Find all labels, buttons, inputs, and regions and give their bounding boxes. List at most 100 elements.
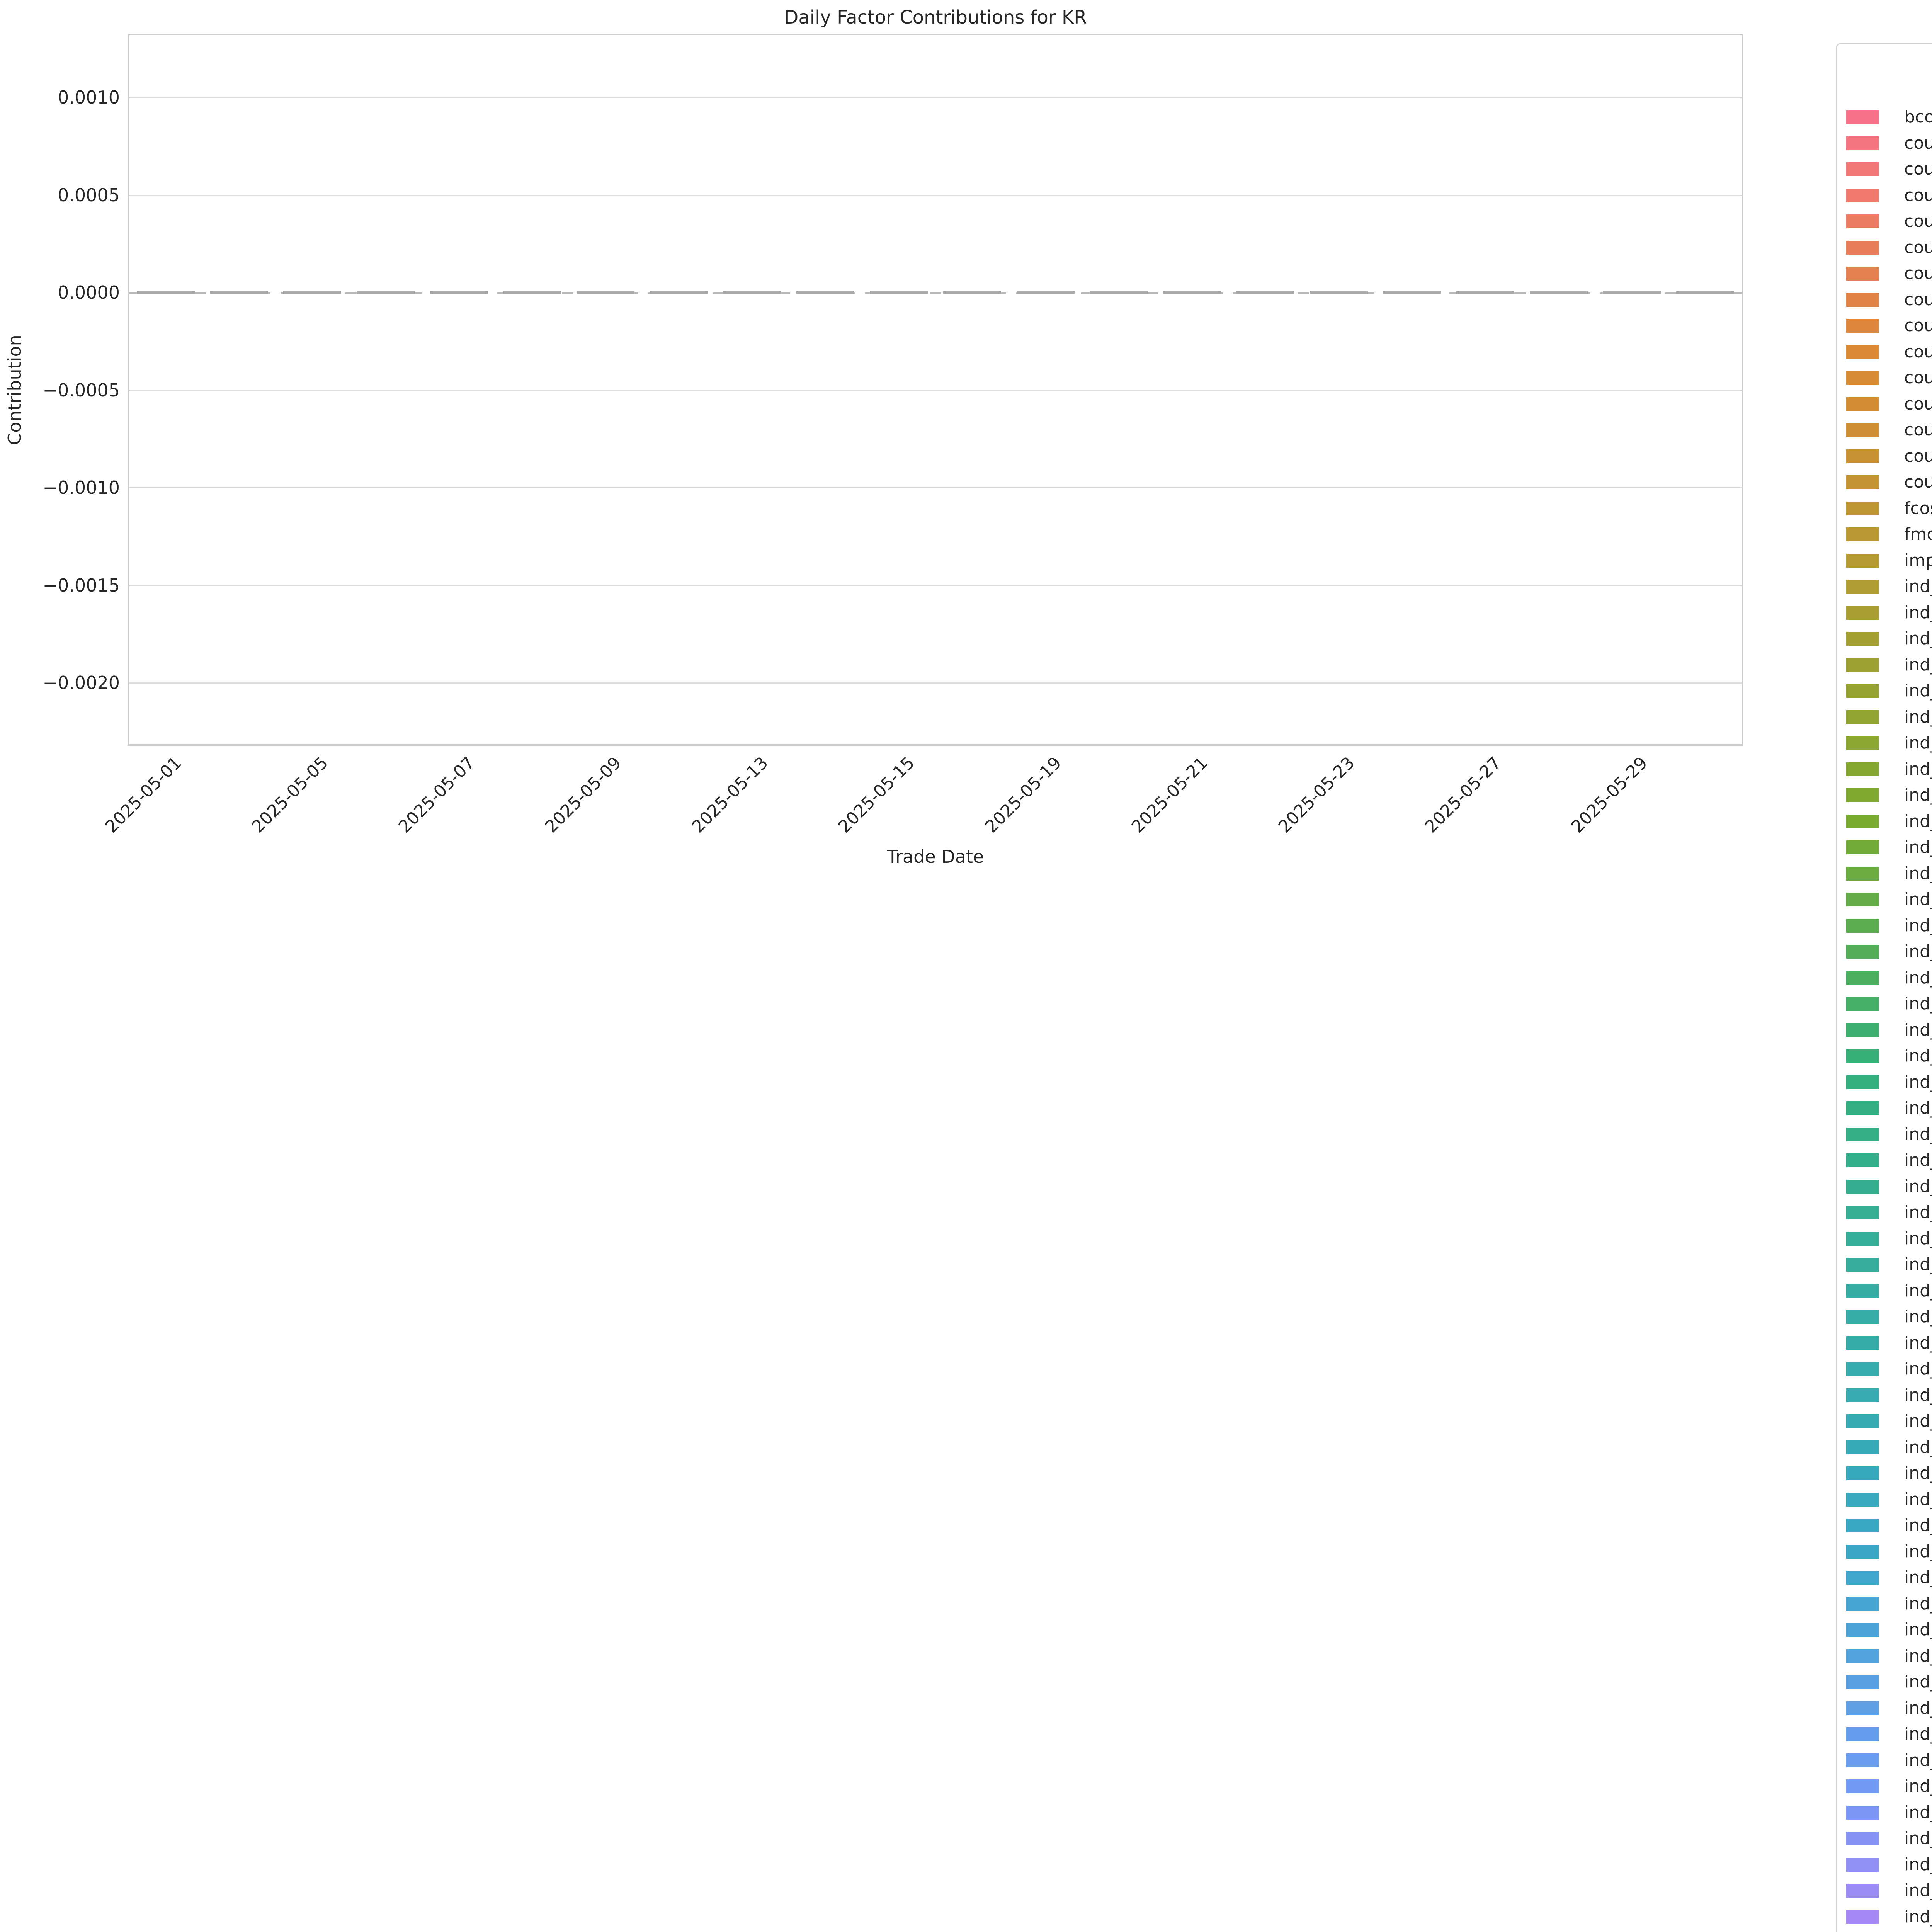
legend-item-label: fcost bbox=[1904, 498, 1932, 518]
x-axis-label: Trade Date bbox=[887, 846, 984, 867]
bar bbox=[503, 291, 561, 294]
legend-item-label: ind_integrated_hardware_software bbox=[1904, 1359, 1932, 1379]
legend-swatch bbox=[1846, 1049, 1879, 1063]
legend-swatch bbox=[1846, 188, 1879, 202]
legend-item-label: country_TH bbox=[1904, 420, 1932, 440]
legend-item: ind_passenger_transportation bbox=[1837, 1670, 1932, 1694]
legend-item-label: ind_chemicals bbox=[1904, 707, 1932, 727]
legend-item: ind_holding_companies bbox=[1837, 1175, 1932, 1198]
legend-swatch bbox=[1846, 1023, 1879, 1037]
legend-item: ind_oil_gas bbox=[1837, 1592, 1932, 1616]
legend-swatch bbox=[1846, 1153, 1879, 1167]
legend-item: ind_insurance bbox=[1837, 1332, 1932, 1355]
legend-swatch bbox=[1846, 840, 1879, 854]
legend-swatch bbox=[1846, 605, 1879, 620]
legend-swatch bbox=[1846, 1362, 1879, 1376]
legend-item: country_HK bbox=[1837, 184, 1932, 207]
legend-item-label: ind_oil_gas_equipment_services bbox=[1904, 1620, 1932, 1639]
bar bbox=[136, 291, 195, 294]
legend-swatch bbox=[1846, 1884, 1879, 1898]
legend-swatch bbox=[1846, 1753, 1879, 1767]
legend-item-label: ind_metals_mining bbox=[1904, 1489, 1932, 1509]
legend-item: impactCost bbox=[1837, 549, 1932, 572]
bar bbox=[1603, 291, 1661, 294]
legend-swatch bbox=[1846, 371, 1879, 385]
bar bbox=[723, 291, 781, 294]
legend-swatch bbox=[1846, 1649, 1879, 1663]
legend-item-label: ind_communications_equipment bbox=[1904, 785, 1932, 805]
legend-swatch bbox=[1846, 1805, 1879, 1820]
legend-swatch bbox=[1846, 162, 1879, 176]
legend-item-label: ind_freight_logistics bbox=[1904, 1098, 1932, 1118]
bar bbox=[430, 291, 488, 294]
legend-item: ind_healthcare_providers_services bbox=[1837, 1149, 1932, 1172]
legend-swatch bbox=[1846, 1571, 1879, 1585]
legend-swatch bbox=[1846, 1414, 1879, 1428]
legend-item: ind_aerospace_defense bbox=[1837, 575, 1932, 598]
legend-item-label: fmom bbox=[1904, 524, 1932, 544]
legend-swatch bbox=[1846, 1779, 1879, 1793]
legend-swatch bbox=[1846, 449, 1879, 463]
legend-swatch bbox=[1846, 580, 1879, 594]
legend-item-label: country_MY bbox=[1904, 316, 1932, 335]
legend-swatch bbox=[1846, 501, 1879, 515]
legend-swatch bbox=[1846, 918, 1879, 933]
legend-item-label: ind_containers_packaging bbox=[1904, 915, 1932, 935]
legend-item-label: ind_pharmaceuticals bbox=[1904, 1698, 1932, 1718]
legend-item-label: country_ID bbox=[1904, 211, 1932, 231]
bar bbox=[943, 291, 1001, 294]
bar bbox=[210, 291, 268, 294]
legend-item-label: ind_renewable_energy bbox=[1904, 1750, 1932, 1770]
gridline bbox=[129, 194, 1742, 196]
legend-item: country_JP bbox=[1837, 262, 1932, 285]
legend-swatch bbox=[1846, 814, 1879, 828]
legend-item: country_TW bbox=[1837, 445, 1932, 468]
legend-swatch bbox=[1846, 1127, 1879, 1141]
legend-item: ind_commercial_services_supplies bbox=[1837, 758, 1932, 781]
legend-item: ind_containers_packaging bbox=[1837, 914, 1932, 937]
legend-item-label: ind_holding_companies bbox=[1904, 1176, 1932, 1196]
bar bbox=[357, 291, 415, 294]
legend-item-label: ind_paper_forestry bbox=[1904, 1646, 1932, 1666]
legend-item-label: ind_computers_phones_household_electroni… bbox=[1904, 811, 1932, 831]
legend-item-label: ind_real_estate_operations bbox=[1904, 1724, 1932, 1744]
legend-item-label: impactCost bbox=[1904, 550, 1932, 570]
legend-item: country_AU bbox=[1837, 132, 1932, 155]
legend-swatch bbox=[1846, 267, 1879, 281]
legend-item: ind_healthcare_equipment_supplies bbox=[1837, 1123, 1932, 1146]
legend-swatch bbox=[1846, 240, 1879, 255]
legend-swatch bbox=[1846, 893, 1879, 906]
legend: Factor bcost country_AU country_CN country_… bbox=[1836, 43, 1932, 1932]
legend-swatch bbox=[1846, 1857, 1879, 1872]
legend-item: ind_natural_gas_utilities bbox=[1837, 1540, 1932, 1563]
legend-swatch bbox=[1846, 1206, 1879, 1219]
y-tick-label: 0.0010 bbox=[58, 87, 120, 108]
legend-item: ind_freight_logistics bbox=[1837, 1097, 1932, 1120]
legend-swatch bbox=[1846, 1623, 1879, 1637]
legend-swatch bbox=[1846, 1466, 1879, 1480]
legend-item-label: ind_automobile bbox=[1904, 602, 1932, 622]
legend-item: ind_multiline_utilities bbox=[1837, 1514, 1932, 1537]
legend-item: ind_hotels_entertainment bbox=[1837, 1227, 1932, 1250]
legend-item-label: ind_telecommunications_serices bbox=[1904, 1854, 1932, 1874]
legend-item-label: country_KR bbox=[1904, 289, 1932, 310]
legend-swatch bbox=[1846, 214, 1879, 228]
legend-swatch bbox=[1846, 1597, 1879, 1611]
legend-item-label: country_TW bbox=[1904, 446, 1932, 466]
legend-item-label: ind_aerospace_defense bbox=[1904, 577, 1932, 596]
legend-item-label: bcost bbox=[1904, 107, 1932, 127]
legend-item: ind_renewable_energy bbox=[1837, 1749, 1932, 1772]
legend-item-label: ind_natural_gas_utilities bbox=[1904, 1541, 1932, 1561]
legend-item-label: ind_industrial_distribution bbox=[1904, 1307, 1932, 1327]
bar bbox=[1310, 291, 1368, 294]
legend-item: ind_investment_services bbox=[1837, 1384, 1932, 1407]
legend-swatch bbox=[1846, 1258, 1879, 1272]
y-tick-label: −0.0015 bbox=[43, 575, 120, 596]
legend-item: country_CN bbox=[1837, 158, 1932, 181]
legend-swatch bbox=[1846, 736, 1879, 750]
legend-item-label: country_CN bbox=[1904, 159, 1932, 179]
legend-item: ind_pharmaceuticals bbox=[1837, 1697, 1932, 1720]
legend-item: country_XH bbox=[1837, 471, 1932, 494]
zero-line bbox=[129, 292, 1742, 294]
